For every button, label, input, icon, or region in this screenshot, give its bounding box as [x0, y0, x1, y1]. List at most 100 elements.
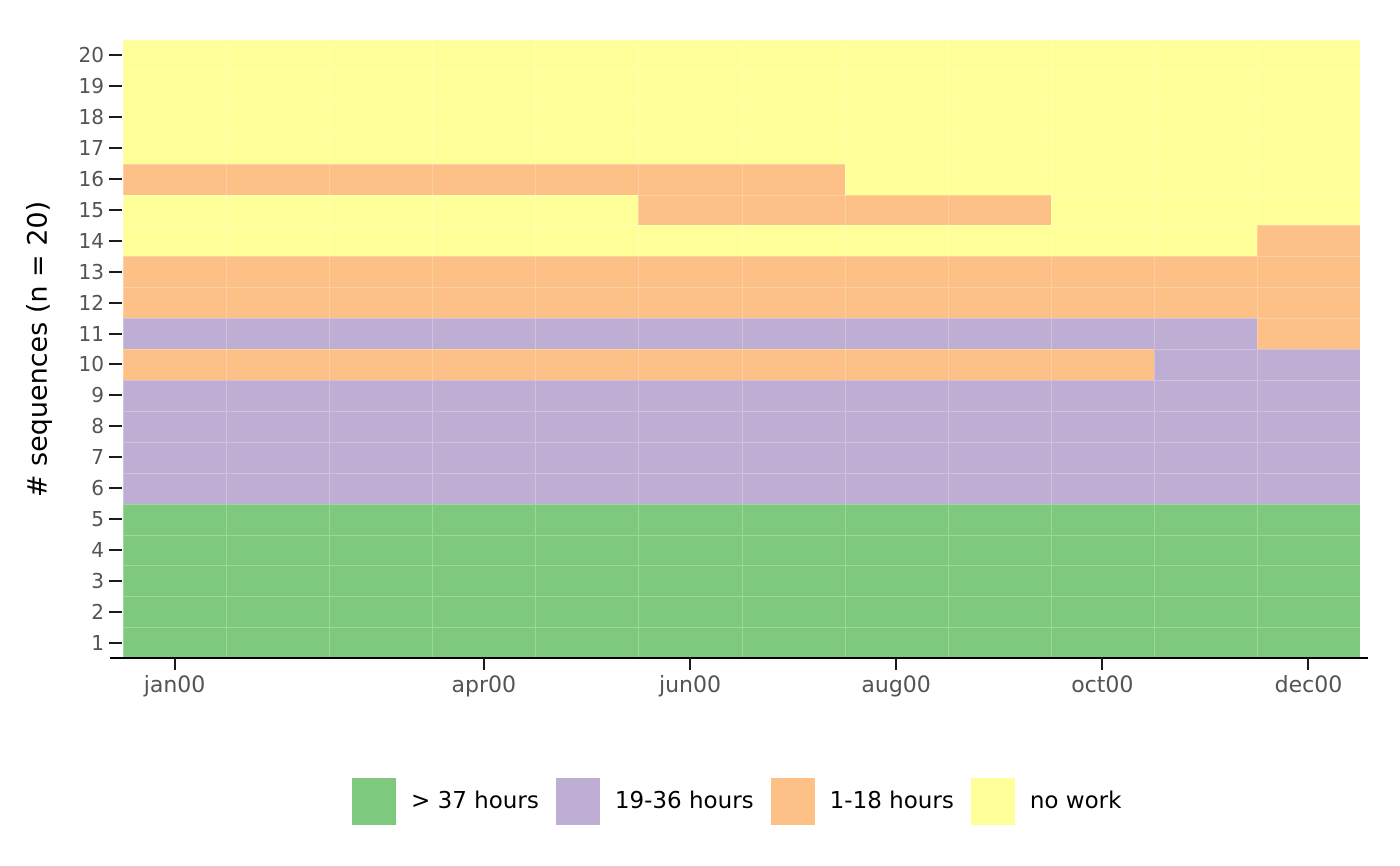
sequence-row — [123, 318, 1360, 350]
sequence-cell — [1256, 287, 1360, 319]
sequence-cell — [741, 627, 845, 659]
sequence-cell — [947, 627, 1051, 659]
sequence-cell — [329, 503, 433, 535]
x-axis-line — [110, 657, 1368, 659]
sequence-cell — [844, 472, 948, 504]
sequence-cell — [123, 40, 227, 71]
sequence-cell — [947, 534, 1051, 566]
sequence-cell — [226, 70, 330, 102]
y-tick-label: 17 — [78, 136, 104, 161]
sequence-cell — [741, 163, 845, 195]
sequence-row — [123, 441, 1360, 473]
sequence-cell — [638, 627, 742, 659]
sequence-row — [123, 503, 1360, 535]
sequence-cell — [844, 40, 948, 71]
sequence-cell — [1153, 627, 1257, 659]
sequence-cell — [741, 194, 845, 226]
sequence-cell — [638, 472, 742, 504]
sequence-cell — [432, 349, 536, 380]
sequence-cell — [1256, 194, 1360, 226]
sequence-cell — [741, 472, 845, 504]
sequence-cell — [741, 565, 845, 597]
sequence-cell — [741, 132, 845, 164]
sequence-cell — [432, 225, 536, 257]
y-axis-title: # sequences (n = 20) — [22, 200, 54, 498]
sequence-cell — [638, 349, 742, 380]
x-tick — [1307, 658, 1310, 670]
sequence-cell — [638, 132, 742, 164]
sequence-cell — [741, 256, 845, 288]
sequence-cell — [123, 163, 227, 195]
sequence-cell — [535, 410, 639, 442]
sequence-cell — [329, 225, 433, 257]
sequence-cell — [844, 627, 948, 659]
sequence-cell — [432, 40, 536, 71]
sequence-cell — [329, 410, 433, 442]
sequence-cell — [329, 379, 433, 411]
sequence-cell — [329, 163, 433, 195]
x-tick-label: oct00 — [1071, 673, 1134, 698]
y-tick-label: 18 — [78, 105, 104, 130]
legend-item: 19-36 hours — [555, 778, 754, 825]
sequence-cell — [1256, 596, 1360, 628]
sequence-cell — [432, 101, 536, 133]
sequence-cell — [432, 441, 536, 473]
sequence-cell — [844, 503, 948, 535]
sequence-cell — [1153, 101, 1257, 133]
sequence-cell — [1256, 441, 1360, 473]
sequence-cell — [947, 163, 1051, 195]
sequence-cell — [844, 441, 948, 473]
sequence-cell — [844, 534, 948, 566]
sequence-cell — [535, 163, 639, 195]
sequence-cell — [1050, 40, 1154, 71]
sequence-cell — [638, 596, 742, 628]
legend: > 37 hours 19-36 hours 1-18 hours no work — [352, 778, 1121, 825]
y-tick-label: 12 — [78, 290, 104, 315]
sequence-cell — [432, 70, 536, 102]
sequence-row — [123, 349, 1360, 380]
sequence-cell — [226, 256, 330, 288]
sequence-cell — [1256, 627, 1360, 659]
y-tick — [109, 85, 122, 88]
sequence-cell — [1153, 132, 1257, 164]
sequence-cell — [123, 225, 227, 257]
y-tick-label: 11 — [78, 321, 104, 346]
sequence-cell — [123, 503, 227, 535]
sequence-cell — [1153, 40, 1257, 71]
sequence-row — [123, 256, 1360, 288]
sequence-cell — [123, 349, 227, 380]
sequence-cell — [844, 318, 948, 350]
y-tick — [109, 178, 122, 181]
sequence-row — [123, 194, 1360, 226]
sequence-cell — [741, 318, 845, 350]
sequence-cell — [638, 287, 742, 319]
sequence-cell — [329, 472, 433, 504]
legend-swatch — [555, 778, 600, 825]
sequence-cell — [638, 256, 742, 288]
sequence-cell — [638, 379, 742, 411]
sequence-cell — [1256, 534, 1360, 566]
sequence-cell — [226, 132, 330, 164]
sequence-cell — [947, 379, 1051, 411]
y-tick — [109, 579, 122, 582]
sequence-row — [123, 379, 1360, 411]
x-tick — [688, 658, 691, 670]
sequence-cell — [1153, 565, 1257, 597]
sequence-cell — [844, 379, 948, 411]
x-tick — [895, 658, 898, 670]
sequence-row — [123, 472, 1360, 504]
legend-item: 1-18 hours — [770, 778, 954, 825]
sequence-cell — [844, 132, 948, 164]
sequence-cell — [844, 287, 948, 319]
sequence-cell — [226, 596, 330, 628]
sequence-cell — [226, 379, 330, 411]
y-tick — [109, 394, 122, 397]
sequence-cell — [1153, 472, 1257, 504]
sequence-cell — [432, 534, 536, 566]
sequence-cell — [1256, 40, 1360, 71]
sequence-cell — [1153, 318, 1257, 350]
sequence-cell — [535, 318, 639, 350]
sequence-cell — [1256, 225, 1360, 257]
y-tick-label: 7 — [91, 445, 104, 470]
